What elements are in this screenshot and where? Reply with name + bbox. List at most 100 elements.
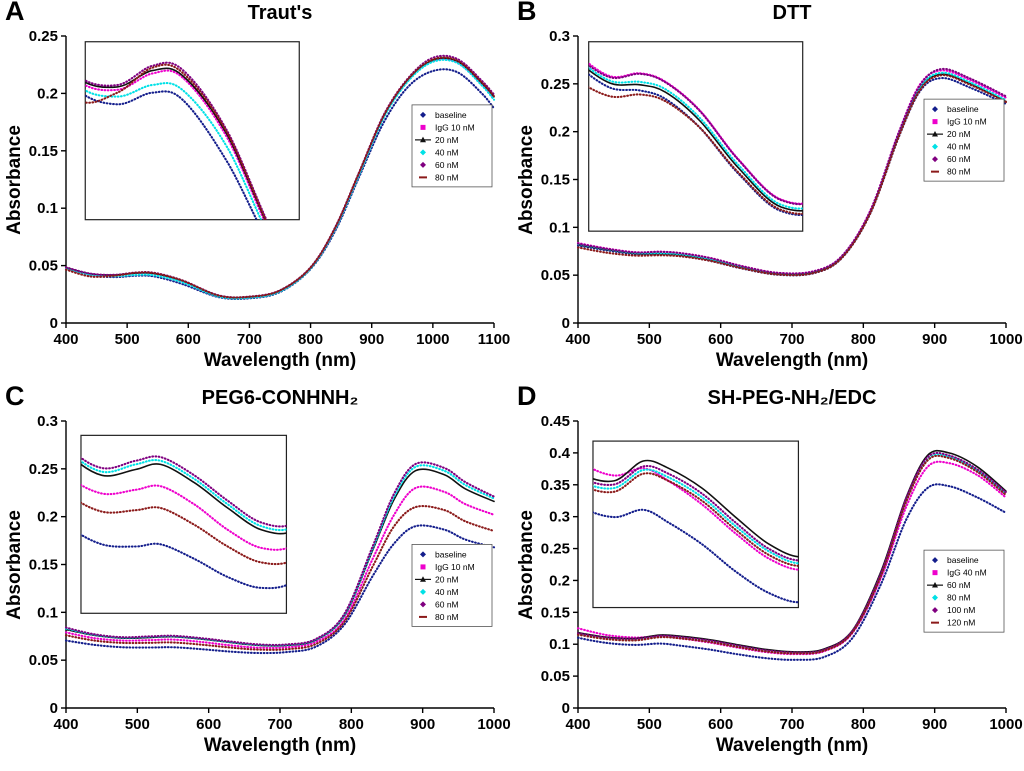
x-axis-title: Wavelength (nm) <box>203 735 357 756</box>
legend-label: baseline <box>947 104 979 114</box>
series-80-nm <box>80 501 287 566</box>
x-tick-label: 500 <box>637 716 662 733</box>
y-tick-label: 0 <box>562 700 570 717</box>
inset-plot <box>80 455 287 590</box>
x-tick-label: 1000 <box>477 716 510 733</box>
series-40-nm <box>588 66 803 210</box>
plot-trauts: 400 500 600 700 800 900 1000 1100 0 0.05 0.1 0.15 0.… <box>29 28 510 348</box>
legend-marker-diamond <box>420 161 426 168</box>
x-tick-label: 900 <box>922 716 947 733</box>
legend-label: IgG 10 nM <box>435 562 475 572</box>
panel-title: PEG6-CONHNH₂ <box>201 387 359 409</box>
x-axis-title: Wavelength (nm) <box>203 350 357 371</box>
y-tick-label: 0.25 <box>541 76 570 93</box>
legend-label: 80 nM <box>435 172 459 182</box>
legend-label: 60 nM <box>947 154 971 164</box>
panel-a: 400 500 600 700 800 900 1000 1100 0 0.05 0.1 0.15 0.… <box>0 0 512 385</box>
legend-marker-diamond <box>932 156 938 163</box>
y-tick-label: 0.3 <box>549 28 570 45</box>
x-axis-title: Wavelength (nm) <box>715 350 869 371</box>
x-tick-label: 800 <box>851 331 876 348</box>
y-tick-label: 0.15 <box>29 143 58 160</box>
y-tick-label: 0.2 <box>37 85 58 102</box>
legend-box <box>923 98 1005 182</box>
series-60-nm <box>592 459 799 558</box>
inset-plot <box>588 62 803 216</box>
x-tick-label: 700 <box>779 716 804 733</box>
y-tick-label: 0.05 <box>541 267 570 284</box>
y-tick-label: 0.25 <box>29 461 58 478</box>
legend-marker-triangle <box>932 581 938 588</box>
y-tick-label: 0.15 <box>541 172 570 189</box>
legend-label: baseline <box>947 555 979 565</box>
legend-label: 60 nM <box>435 160 459 170</box>
series-60-nm <box>588 64 803 206</box>
legend-marker-diamond <box>932 594 938 601</box>
series-20-nm <box>85 67 266 220</box>
series-80-nm <box>85 63 267 220</box>
series-40-nm <box>85 82 263 220</box>
inset-box <box>588 41 804 232</box>
series-80-nm <box>592 468 799 565</box>
y-axis-title: Absorbance <box>516 510 537 620</box>
series-igg-10-nm <box>85 69 266 220</box>
inset-plot <box>592 459 799 604</box>
legend-label: 120 nM <box>947 618 975 628</box>
legend-marker-diamond <box>932 557 938 564</box>
x-tick-label: 700 <box>237 331 262 348</box>
panel-letter: C <box>5 381 25 411</box>
series-80-nm <box>576 74 1008 277</box>
series-120-nm <box>592 472 799 567</box>
y-tick-label: 0.15 <box>541 604 570 621</box>
legend-marker-diamond <box>420 111 426 118</box>
panel-title: DTT <box>772 2 812 24</box>
x-tick-label: 500 <box>115 331 140 348</box>
x-tick-label: 500 <box>637 331 662 348</box>
legend-label: IgG 10 nM <box>435 122 475 132</box>
panel-d: 400 500 600 700 800 900 1000 0 0.05 0.1 0.15 0.2 0.2… <box>512 381 1024 770</box>
legend-box <box>411 544 493 627</box>
y-tick-label: 0.15 <box>29 557 58 574</box>
y-tick-label: 0.25 <box>541 541 570 558</box>
series-60-nm <box>80 455 287 528</box>
legend-label: 40 nM <box>435 587 459 597</box>
panel-letter: A <box>5 0 25 26</box>
series-20-nm <box>80 463 287 535</box>
y-tick-label: 0.4 <box>549 445 571 462</box>
legend-label: baseline <box>435 549 467 559</box>
x-tick-label: 1000 <box>989 331 1022 348</box>
legend-marker-diamond <box>420 551 426 558</box>
series-40-nm <box>80 459 287 532</box>
x-tick-label: 900 <box>410 716 435 733</box>
x-tick-label: 700 <box>779 331 804 348</box>
inset-box <box>80 434 288 614</box>
plot-peg6: 400 500 600 700 800 900 1000 0 0.05 0.1 0.15 0.2 0.2… <box>29 413 511 733</box>
x-tick-label: 600 <box>176 331 201 348</box>
y-tick-label: 0.2 <box>549 572 570 589</box>
legend-marker-square <box>420 564 426 570</box>
x-tick-label: 500 <box>125 716 150 733</box>
panel-b: 400 500 600 700 800 900 1000 0 0.05 0.1 0.15 0.2 0.2… <box>512 0 1024 385</box>
legend-label: 80 nM <box>947 167 971 177</box>
y-tick-label: 0.35 <box>541 477 570 494</box>
y-tick-label: 0.1 <box>37 604 58 621</box>
x-tick-label: 900 <box>359 331 384 348</box>
y-tick-label: 0 <box>50 700 58 717</box>
legend-label: 80 nM <box>435 612 459 622</box>
series-20-nm <box>588 68 803 212</box>
y-tick-label: 0.3 <box>549 509 570 526</box>
x-tick-label: 400 <box>565 331 590 348</box>
legend-marker-square <box>932 570 938 576</box>
series-100-nm <box>576 451 1008 654</box>
series-igg-10-nm <box>588 62 803 205</box>
legend-marker-diamond <box>932 607 938 614</box>
series-120-nm <box>576 454 1008 655</box>
inset-plot <box>85 61 268 220</box>
series-baseline <box>592 508 799 604</box>
legend-box <box>411 104 493 188</box>
y-tick-label: 0.2 <box>549 124 570 141</box>
series-80-nm <box>64 505 496 651</box>
legend-marker-diamond <box>420 588 426 595</box>
y-tick-label: 0 <box>562 315 570 332</box>
legend-marker-diamond <box>932 106 938 113</box>
